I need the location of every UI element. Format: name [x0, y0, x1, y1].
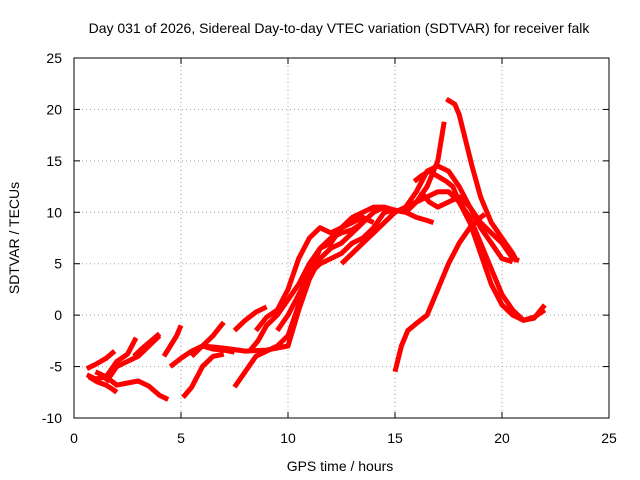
grid [74, 58, 609, 418]
series-line-pass-02 [85, 349, 117, 371]
y-tick-label: 10 [46, 204, 62, 220]
series-line-pass-13 [232, 304, 268, 333]
x-tick-label: 10 [280, 430, 296, 446]
series-line-pass-01 [85, 372, 170, 402]
series-line-pass-12 [232, 163, 514, 389]
series-line-pass-06 [132, 331, 162, 359]
series-line-pass-03 [87, 374, 119, 395]
plot-frame [73, 57, 610, 419]
series-line-pass-17 [339, 189, 547, 323]
x-axis-title: GPS time / hours [287, 458, 394, 474]
series-line-pass-15 [253, 214, 375, 333]
y-tick-label: -5 [50, 359, 63, 375]
ticks [73, 57, 610, 419]
x-tick-labels: 0 5 10 15 20 25 [70, 430, 617, 446]
y-tick-label: 5 [54, 256, 62, 272]
series-line-pass-09 [181, 351, 225, 400]
x-tick-label: 0 [70, 430, 78, 446]
x-tick-label: 25 [601, 430, 617, 446]
series-line-pass-20 [445, 96, 520, 263]
series-line-pass-19 [418, 190, 520, 263]
x-tick-label: 5 [177, 430, 185, 446]
series-line-pass-16 [275, 121, 447, 333]
series-line-pass-04 [94, 336, 139, 380]
series-line-pass-21 [392, 212, 487, 373]
y-tick-label: 0 [54, 307, 62, 323]
series-line-pass-10 [189, 320, 226, 359]
x-tick-label: 20 [494, 430, 510, 446]
series-line-pass-18 [412, 168, 547, 323]
chart-title: Day 031 of 2026, Sidereal Day-to-day VTE… [89, 20, 591, 36]
series-group [85, 96, 547, 402]
y-tick-labels: -10 -5 0 5 10 15 20 25 [42, 50, 62, 426]
series-line-pass-14 [247, 220, 365, 353]
y-tick-label: 20 [46, 101, 62, 117]
y-tick-label: 25 [46, 50, 62, 66]
y-axis-title: SDTVAR / TECUs [6, 182, 22, 294]
y-tick-label: 15 [46, 153, 62, 169]
x-tick-label: 15 [387, 430, 403, 446]
y-tick-label: -10 [42, 410, 62, 426]
series-line-pass-08 [161, 324, 184, 358]
